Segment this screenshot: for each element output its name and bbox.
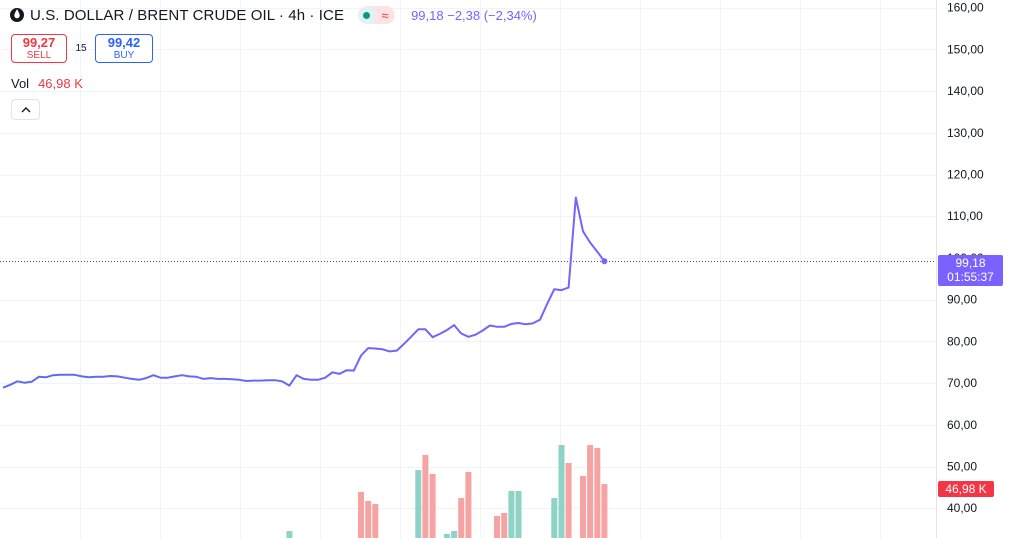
volume-bar (558, 445, 565, 538)
volume-bar (551, 498, 558, 538)
last-price-point (601, 258, 608, 265)
sell-label: SELL (26, 49, 52, 61)
volume-bar (451, 531, 458, 538)
collapse-legend-button[interactable] (11, 99, 40, 120)
y-tick-label: 150,00 (947, 42, 984, 56)
volume-axis-badge: 46,98 K (938, 481, 994, 497)
sell-button[interactable]: 99,27 SELL (11, 34, 67, 63)
volume-bar (465, 472, 472, 538)
symbol-title[interactable]: U.S. DOLLAR / BRENT CRUDE OIL · 4h · ICE (30, 6, 345, 24)
volume-bar (415, 470, 422, 538)
market-status-pill[interactable]: ≈ (358, 6, 396, 24)
y-tick-label: 160,00 (947, 1, 984, 15)
price-axis: 160,00150,00140,00130,00120,00110,00100,… (947, 1, 984, 516)
volume-legend-label: Vol (11, 76, 30, 91)
buy-button[interactable]: 99,42 BUY (95, 34, 153, 63)
volume-bar (458, 498, 465, 538)
volume-bar (358, 492, 364, 538)
volume-bar (601, 484, 608, 538)
market-open-dot-icon (363, 11, 371, 19)
chart-legend: U.S. DOLLAR / BRENT CRUDE OIL · 4h · ICE… (10, 6, 537, 24)
ohlc-values: 99,18 −2,38 (−2,34%) (411, 7, 537, 23)
y-tick-label: 120,00 (947, 168, 984, 182)
chart-grid (0, 0, 937, 538)
y-tick-label: 40,00 (947, 501, 977, 515)
buy-price: 99,42 (107, 34, 141, 50)
y-tick-label: 130,00 (947, 126, 984, 140)
y-tick-label: 50,00 (947, 460, 977, 474)
volume-bar (580, 476, 586, 538)
y-tick-label: 60,00 (947, 418, 977, 432)
volume-legend-value: 46,98 K (38, 76, 83, 91)
volume-bar (565, 463, 572, 538)
volume-bar (422, 455, 429, 538)
volume-bar (587, 445, 594, 538)
volume-bar (501, 513, 508, 538)
last-price-value: 99,18 (955, 256, 986, 270)
price-line (2, 196, 606, 389)
trade-panel: 99,27 SELL 15 99,42 BUY (11, 34, 153, 63)
volume-bar (286, 531, 293, 538)
chevron-up-icon (21, 107, 30, 113)
y-tick-label: 140,00 (947, 84, 984, 98)
last-price-label: 99,18 01:55:37 (938, 255, 1003, 286)
buy-label: BUY (113, 49, 135, 61)
volume-bar (494, 516, 500, 538)
oil-drop-icon (10, 8, 24, 22)
spread-value: 15 (75, 43, 87, 54)
volume-bar (515, 491, 522, 538)
volume-bar (429, 474, 436, 538)
volume-bars (286, 445, 608, 538)
volume-bar (508, 491, 515, 538)
y-tick-label: 70,00 (947, 376, 977, 390)
volume-legend[interactable]: Vol 46,98 K (11, 76, 83, 91)
bar-countdown: 01:55:37 (947, 270, 994, 284)
y-tick-label: 90,00 (947, 293, 977, 307)
volume-bar (443, 534, 450, 538)
volume-bar (594, 448, 601, 538)
volume-bar (372, 504, 379, 538)
approx-icon: ≈ (375, 6, 396, 24)
y-tick-label: 80,00 (947, 334, 977, 348)
sell-price: 99,27 (22, 34, 56, 50)
volume-bar (365, 501, 372, 538)
y-tick-label: 110,00 (947, 209, 983, 223)
